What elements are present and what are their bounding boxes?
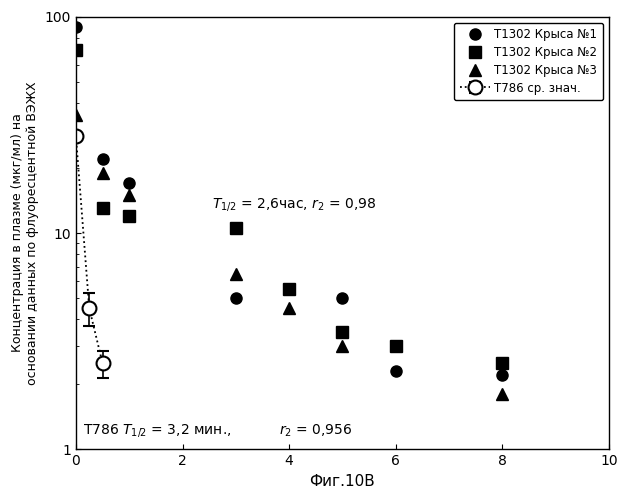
T1302 Крыса №3 [125,192,133,198]
Y-axis label: Концентрация в плазме (мкг/мл) на
основании данных по флуоресцентной ВЭЖХ: Концентрация в плазме (мкг/мл) на основа… [11,81,39,385]
T1302 Крыса №1 [286,286,293,292]
T1302 Крыса №1 [125,180,133,186]
T1302 Крыса №3 [99,170,106,175]
T1302 Крыса №1 [99,156,106,162]
T1302 Крыса №2 [338,328,346,334]
T1302 Крыса №1 [338,295,346,301]
T1302 Крыса №3 [232,270,240,276]
T1302 Крыса №2 [286,286,293,292]
Legend: T1302 Крыса №1, T1302 Крыса №2, T1302 Крыса №3, T786 ср. знач.: T1302 Крыса №1, T1302 Крыса №2, T1302 Кр… [454,22,603,101]
T1302 Крыса №2 [72,47,80,53]
T1302 Крыса №1 [392,368,399,374]
T1302 Крыса №3 [499,391,506,397]
T1302 Крыса №3 [72,112,80,118]
X-axis label: Фиг.10В: Фиг.10В [309,474,376,489]
T1302 Крыса №1 [232,295,240,301]
Text: $r_2$ = 0,956: $r_2$ = 0,956 [279,422,352,439]
Text: T786 $T_{1/2}$ = 3,2 мин.,: T786 $T_{1/2}$ = 3,2 мин., [83,422,231,440]
Line: T1302 Крыса №2: T1302 Крыса №2 [70,44,508,369]
Line: T1302 Крыса №1: T1302 Крыса №1 [70,21,508,381]
T1302 Крыса №2 [125,213,133,219]
T1302 Крыса №2 [392,343,399,349]
Text: $T_{1/2}$ = 2,6час, $r_2$ = 0,98: $T_{1/2}$ = 2,6час, $r_2$ = 0,98 [212,196,376,214]
T1302 Крыса №2 [232,226,240,232]
T1302 Крыса №3 [338,343,346,349]
T1302 Крыса №3 [286,305,293,311]
Line: T1302 Крыса №3: T1302 Крыса №3 [70,110,508,400]
T1302 Крыса №2 [499,360,506,366]
T1302 Крыса №2 [99,206,106,212]
T1302 Крыса №1 [72,24,80,30]
T1302 Крыса №1 [499,372,506,378]
